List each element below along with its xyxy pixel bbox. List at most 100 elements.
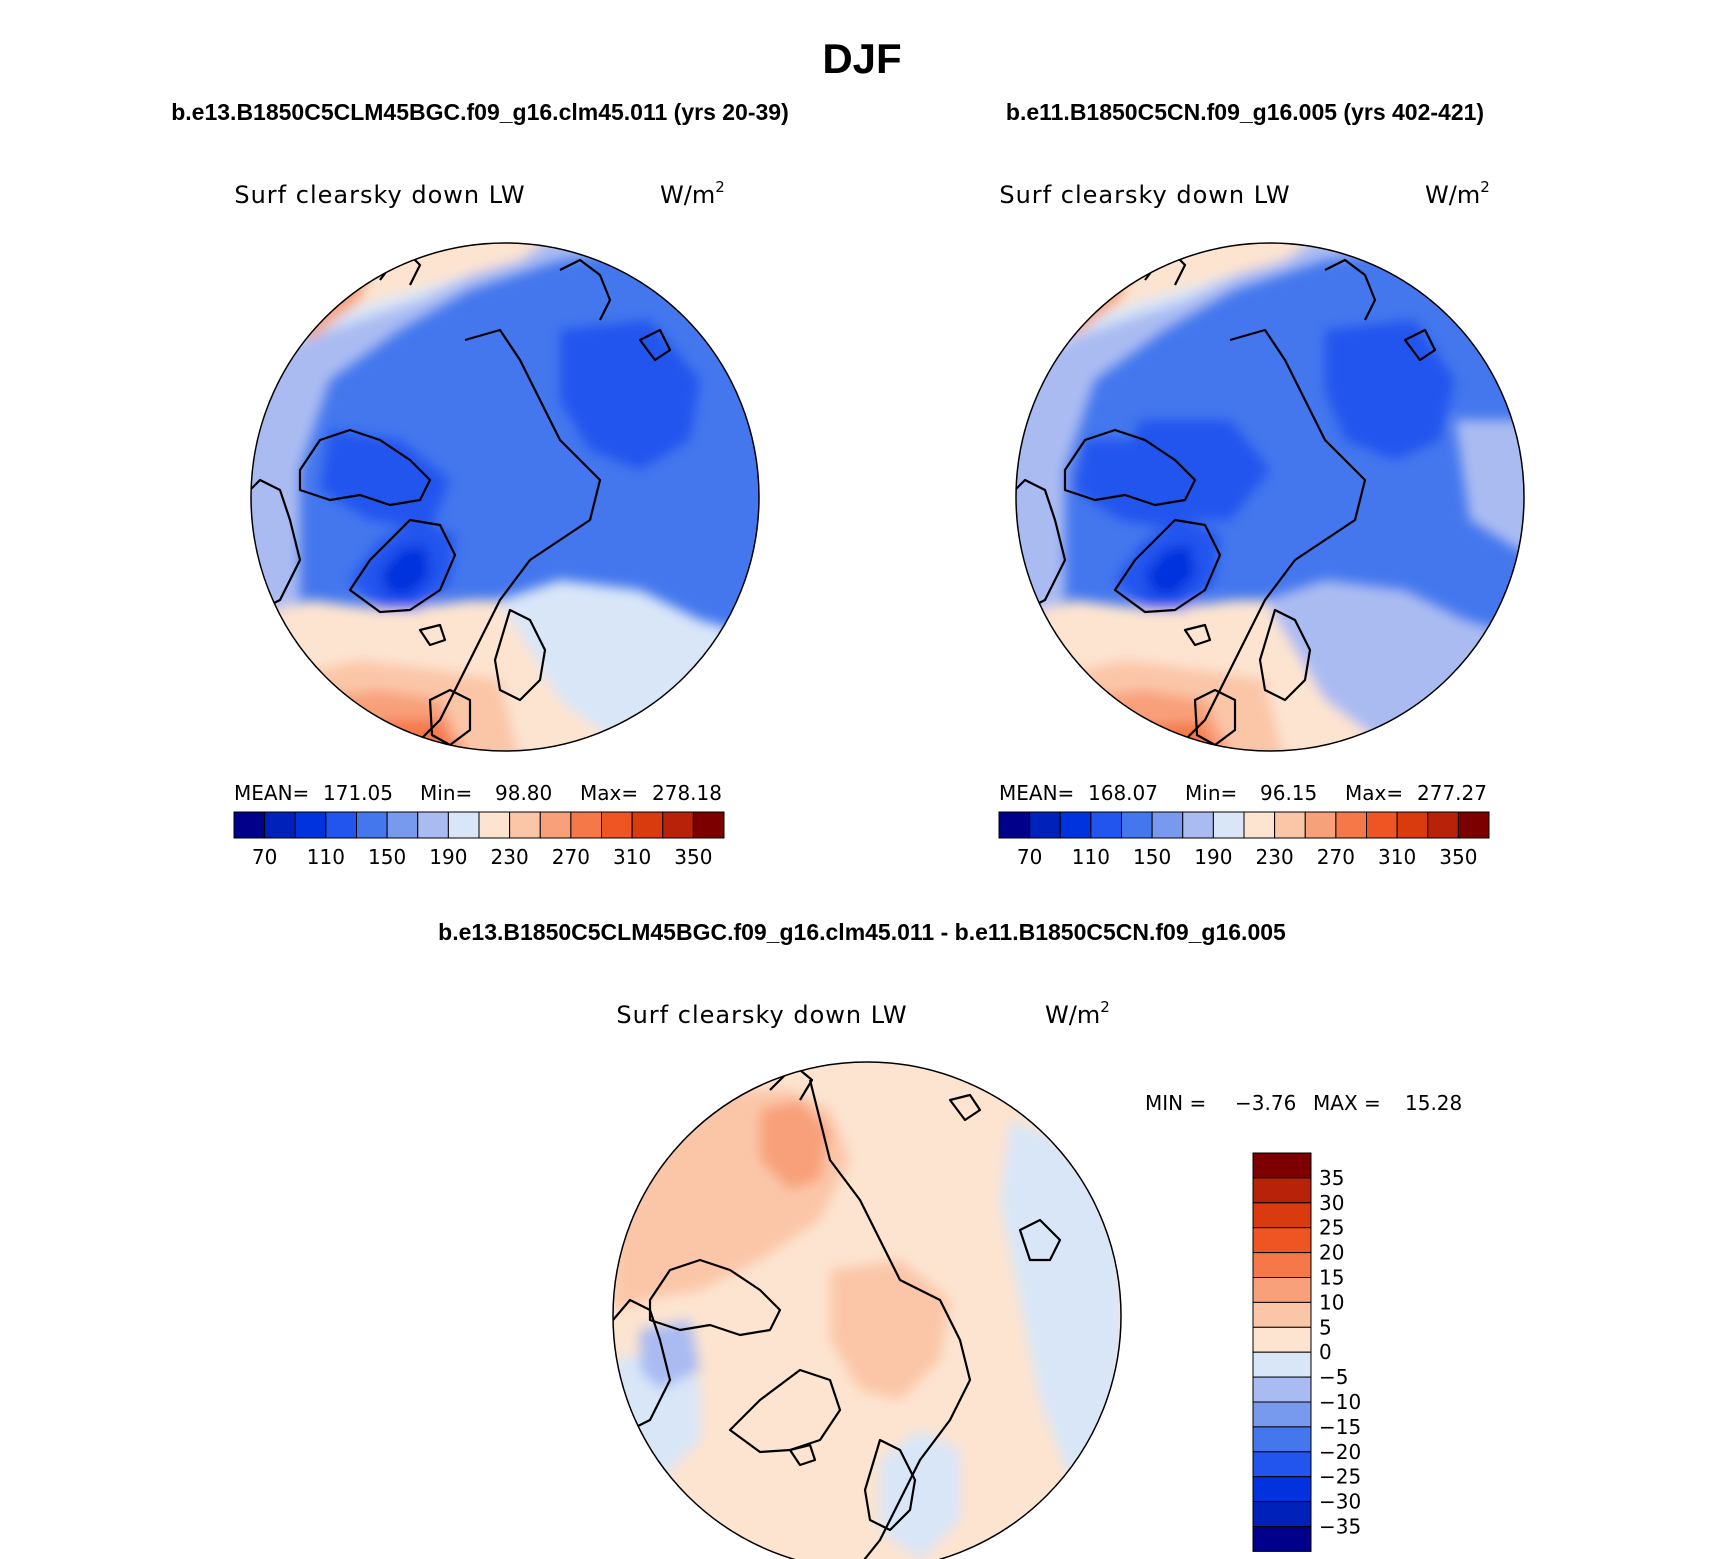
panel-b-colorbar-tick-label: 350	[1439, 845, 1477, 869]
svg-text:MAX =: MAX =	[1313, 1091, 1381, 1115]
svg-text:Min=: Min=	[1185, 781, 1237, 805]
panel-b-colorbar-tick-label: 110	[1072, 845, 1110, 869]
panel-b-map-boundary	[1015, 242, 1525, 752]
panel-b-colorbar-swatch	[1427, 811, 1459, 839]
svg-text:96.15: 96.15	[1260, 781, 1317, 805]
panel-b-colorbar-tick-label: 270	[1317, 845, 1355, 869]
panel-a-colorbar-swatch	[417, 811, 449, 839]
panel-b-colorbar-swatch	[1090, 811, 1122, 839]
panel-a-colorbar-swatch	[601, 811, 633, 839]
svg-text:278.18: 278.18	[652, 781, 722, 805]
panel-diff-colorbar-swatch	[1252, 1252, 1312, 1278]
panel-a-map	[251, 243, 759, 751]
panel-diff-case-title: b.e13.B1850C5CLM45BGC.f09_g16.clm45.011 …	[438, 919, 1286, 945]
panel-diff-colorbar-swatch	[1252, 1177, 1312, 1204]
svg-text:MIN =: MIN =	[1145, 1091, 1206, 1115]
panel-diff-colorbar-swatch	[1252, 1301, 1312, 1328]
panel-b-colorbar-swatch	[1182, 811, 1214, 839]
panel-a-colorbar-tick-label: 270	[552, 845, 590, 869]
svg-text:−3.76: −3.76	[1235, 1091, 1296, 1115]
panel-a: b.e13.B1850C5CLM45BGC.f09_g16.clm45.011 …	[171, 99, 789, 869]
panel-b-units: W/m2	[1425, 178, 1490, 209]
panel-diff-variable: Surf clearsky down LW	[616, 1001, 907, 1029]
svg-text:98.80: 98.80	[495, 781, 552, 805]
panel-diff-colorbar-tick-label: −20	[1319, 1440, 1361, 1464]
svg-text:Max=: Max=	[1345, 781, 1403, 805]
panel-a-units: W/m2	[660, 178, 725, 209]
panel-a-colorbar-swatch	[631, 811, 664, 839]
panel-diff-colorbar-swatch	[1252, 1376, 1312, 1403]
panel-diff-colorbar-swatch	[1252, 1426, 1312, 1453]
panel-a-map-boundary	[250, 242, 760, 752]
season-title: DJF	[822, 35, 901, 82]
panel-diff-minmax: MIN = −3.76 MAX = 15.28	[1145, 1091, 1462, 1115]
panel-b-colorbar-swatch	[1274, 811, 1306, 839]
panel-b-colorbar-swatch	[1366, 811, 1398, 839]
panel-diff-colorbar-swatch	[1252, 1152, 1312, 1179]
panel-b-colorbar-tick-label: 310	[1378, 845, 1416, 869]
panel-a-colorbar-tick-label: 110	[307, 845, 345, 869]
panel-b-colorbar-swatch	[1335, 811, 1367, 839]
panel-diff-colorbar-tick-label: 5	[1319, 1315, 1332, 1339]
svg-text:277.27: 277.27	[1417, 781, 1487, 805]
panel-diff: b.e13.B1850C5CLM45BGC.f09_g16.clm45.011 …	[438, 919, 1462, 1559]
panel-b-colorbar-swatch	[1212, 811, 1245, 839]
panel-b-colorbar-tick-label: 70	[1017, 845, 1042, 869]
panel-diff-colorbar-swatch	[1252, 1476, 1312, 1503]
svg-text:Min=: Min=	[420, 781, 472, 805]
panel-b-map	[1016, 243, 1524, 751]
panel-b-colorbar-swatch	[1121, 811, 1153, 839]
panel-a-colorbar-swatch	[233, 811, 266, 839]
panel-diff-units: W/m2	[1045, 998, 1110, 1029]
panel-a-colorbar-swatch	[264, 811, 296, 839]
panel-diff-colorbar-swatch	[1252, 1501, 1312, 1527]
panel-b-colorbar: 70 110 150 190 230 270 310 350	[998, 811, 1490, 869]
panel-diff-colorbar-swatch	[1252, 1351, 1312, 1378]
panel-diff-colorbar-tick-label: 25	[1319, 1216, 1344, 1240]
panel-diff-colorbar-swatch	[1252, 1526, 1312, 1552]
panel-a-colorbar-tick-label: 190	[429, 845, 467, 869]
panel-diff-colorbar-tick-label: −10	[1319, 1390, 1361, 1414]
panel-a-colorbar-tick-label: 230	[491, 845, 529, 869]
panel-diff-colorbar-tick-label: 35	[1319, 1166, 1344, 1190]
panel-a-colorbar-swatch	[356, 811, 388, 839]
panel-a-case-title: b.e13.B1850C5CLM45BGC.f09_g16.clm45.011 …	[171, 99, 789, 125]
panel-a-colorbar-swatch	[478, 811, 511, 839]
panel-diff-colorbar-swatch	[1252, 1277, 1312, 1303]
panel-a-colorbar-swatch	[570, 811, 602, 839]
panel-a-colorbar-swatch	[447, 811, 480, 839]
panel-diff-colorbar-tick-label: 20	[1319, 1241, 1344, 1265]
panel-diff-colorbar-tick-label: 0	[1319, 1340, 1332, 1364]
panel-a-colorbar-swatch	[325, 811, 357, 839]
panel-b-colorbar-tick-label: 190	[1194, 845, 1232, 869]
panel-b-variable: Surf clearsky down LW	[999, 181, 1290, 209]
svg-text:168.07: 168.07	[1088, 781, 1158, 805]
panel-diff-colorbar-tick-label: −5	[1319, 1365, 1348, 1389]
svg-text:15.28: 15.28	[1405, 1091, 1462, 1115]
panel-b-colorbar-swatch	[1059, 811, 1092, 839]
panel-a-colorbar-tick-label: 150	[368, 845, 406, 869]
panel-diff-colorbar-tick-label: 15	[1319, 1266, 1344, 1290]
panel-b: b.e11.B1850C5CN.f09_g16.005 (yrs 402-421…	[998, 99, 1525, 869]
panel-b-colorbar-swatch	[1304, 811, 1337, 839]
panel-diff-colorbar-swatch	[1252, 1227, 1312, 1254]
panel-diff-colorbar-swatch	[1252, 1401, 1312, 1428]
panel-diff-colorbar-tick-label: −25	[1319, 1465, 1361, 1489]
panel-a-colorbar-swatch	[294, 811, 327, 839]
panel-a-stats: MEAN= 171.05 Min= 98.80 Max= 278.18	[234, 781, 722, 805]
panel-a-colorbar-swatch	[662, 811, 694, 839]
panel-diff-colorbar-swatch	[1252, 1202, 1312, 1229]
panel-diff-map-boundary	[612, 1061, 1122, 1559]
panel-diff-colorbar-tick-label: −30	[1319, 1490, 1361, 1514]
panel-a-colorbar-swatch	[539, 811, 572, 839]
panel-b-colorbar-tick-label: 230	[1256, 845, 1294, 869]
svg-text:MEAN=: MEAN=	[999, 781, 1074, 805]
panel-b-colorbar-swatch	[1029, 811, 1061, 839]
svg-text:171.05: 171.05	[323, 781, 393, 805]
panel-b-colorbar-swatch	[998, 811, 1031, 839]
panel-b-case-title: b.e11.B1850C5CN.f09_g16.005 (yrs 402-421…	[1006, 99, 1484, 125]
panel-b-colorbar-swatch	[1457, 811, 1490, 839]
panel-diff-colorbar-swatch	[1252, 1451, 1312, 1478]
